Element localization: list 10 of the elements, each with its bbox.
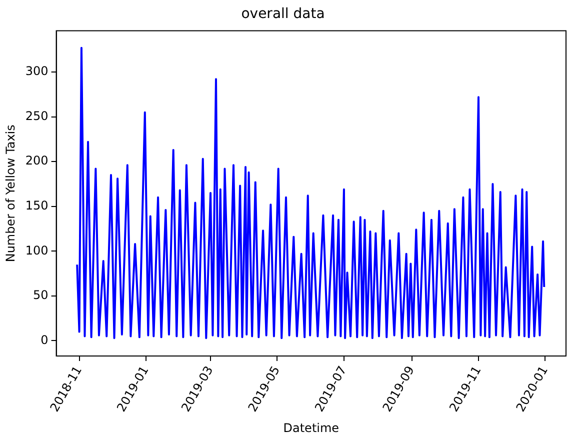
y-tick-label: 250 [25, 108, 48, 123]
y-tick-label: 50 [33, 288, 48, 302]
y-tick-label: 200 [25, 154, 48, 168]
y-tick-label: 150 [25, 198, 48, 213]
y-tick-label: 300 [25, 64, 48, 78]
y-axis-title: Number of Yellow Taxis [3, 124, 18, 262]
y-tick-label: 0 [40, 332, 48, 347]
x-axis-title: Datetime [283, 420, 340, 435]
chart-title: overall data [241, 6, 325, 22]
y-tick-label: 100 [25, 243, 48, 258]
